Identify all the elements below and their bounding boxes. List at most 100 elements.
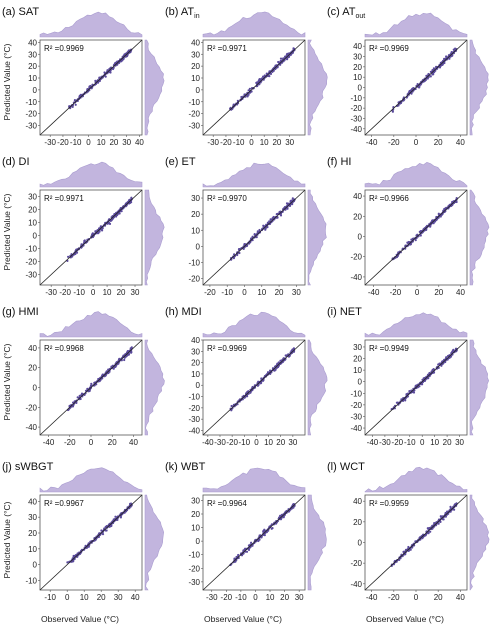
y-axis-title-row4: Predicted Value (°C) <box>2 501 12 578</box>
marginal-density-right <box>307 189 327 286</box>
marginal-density-right <box>144 39 165 136</box>
data-point <box>426 77 429 80</box>
y-tick-label: 40 <box>353 497 362 506</box>
y-tick-label: 20 <box>191 62 200 71</box>
y-tick-label: 30 <box>353 53 362 62</box>
data-point <box>291 203 294 206</box>
y-tick-label: 10 <box>353 366 362 375</box>
r-squared-label: R² =0.9970 <box>207 194 247 203</box>
x-tick-label: 20 <box>434 593 443 602</box>
data-point <box>97 535 100 539</box>
marginal-density-right <box>144 189 165 286</box>
x-tick-label: 20 <box>108 438 117 447</box>
data-point <box>240 95 243 99</box>
y-tick-label: 0 <box>33 561 38 570</box>
data-point <box>444 512 447 515</box>
data-point <box>292 347 295 350</box>
data-point <box>250 541 253 544</box>
data-point <box>104 75 107 78</box>
y-tick-label: 0 <box>33 232 38 241</box>
identity-line <box>364 494 468 591</box>
data-point <box>248 87 251 90</box>
x-tick-label: -20 <box>388 138 400 147</box>
x-tick-label: 20 <box>117 288 126 297</box>
data-point <box>291 197 294 200</box>
x-tick-label: 40 <box>456 593 465 602</box>
data-point <box>74 103 77 106</box>
x-tick-label: -10 <box>235 593 247 602</box>
x-tick-label: 30 <box>292 288 301 297</box>
y-tick-label: -20 <box>188 564 200 573</box>
panel-7: (g) HMI R² =0.9968 -40 -20 0 20 40 -40 -20 0 20 40 <box>2 306 165 447</box>
data-point <box>112 367 115 370</box>
y-tick-label: 30 <box>191 496 200 505</box>
data-point <box>122 354 125 357</box>
y-tick-label: -30 <box>25 122 37 131</box>
data-point <box>255 81 258 84</box>
x-tick-label: -40 <box>366 593 378 602</box>
data-point <box>450 54 453 58</box>
x-tick-label: -30 <box>44 138 56 147</box>
marginal-density-right <box>144 339 165 436</box>
x-tick-label: 10 <box>80 593 89 602</box>
data-point <box>432 368 435 371</box>
data-point <box>421 383 424 386</box>
x-tick-label: 0 <box>242 288 247 297</box>
x-tick-label: -10 <box>70 138 82 147</box>
y-tick-label: -40 <box>350 580 362 589</box>
x-tick-label: 30 <box>455 438 464 447</box>
x-tick-label: -40 <box>368 288 380 297</box>
y-axis-title-row2: Predicted Value (°C) <box>2 193 12 270</box>
y-tick-label: 20 <box>353 355 362 364</box>
marginal-density-top <box>39 11 143 38</box>
x-tick-label: 20 <box>280 593 289 602</box>
data-point <box>276 362 279 365</box>
x-tick-label: -10 <box>404 438 416 447</box>
x-tick-label: 20 <box>272 138 281 147</box>
y-axis-title-row1: Predicted Value (°C) <box>2 43 12 120</box>
panel-title: (e) ET <box>165 156 196 168</box>
y-tick-label: 20 <box>353 63 362 72</box>
y-tick-label: -10 <box>188 393 200 402</box>
data-point <box>266 226 269 229</box>
data-point <box>101 533 105 536</box>
data-point <box>233 253 236 256</box>
data-point <box>414 540 417 543</box>
data-point <box>288 204 292 207</box>
data-point <box>110 524 113 528</box>
r-squared-label: R² =0.9959 <box>369 499 409 508</box>
panel-title: (d) DI <box>2 156 30 168</box>
y-tick-label: 0 <box>358 378 363 387</box>
x-tick-label: 0 <box>86 138 91 147</box>
x-tick-label: -20 <box>59 288 71 297</box>
x-tick-label: 10 <box>430 438 439 447</box>
data-point <box>127 353 131 356</box>
data-point <box>66 561 69 564</box>
y-tick-label: 0 <box>33 384 38 393</box>
x-tick-label: 10 <box>264 438 273 447</box>
marginal-density-right <box>144 494 165 591</box>
y-tick-label: 30 <box>28 50 37 59</box>
x-tick-label: 20 <box>443 438 452 447</box>
y-tick-label: 0 <box>196 381 201 390</box>
r-squared-label: R² =0.9969 <box>44 44 84 53</box>
panel-title: (h) MDI <box>165 306 202 318</box>
x-tick-label: 30 <box>114 593 123 602</box>
data-point <box>105 529 108 532</box>
x-tick-label: 20 <box>97 593 106 602</box>
y-tick-label: -20 <box>188 404 200 413</box>
y-tick-label: 10 <box>28 219 37 228</box>
panel-10: (j) sWBGT R² =0.9967 -10 0 10 20 30 40 -10 0 10 20 3… <box>2 461 165 602</box>
y-tick-label: 20 <box>28 62 37 71</box>
data-point <box>443 207 446 211</box>
y-tick-label: 40 <box>191 38 200 47</box>
x-tick-label: -30 <box>207 138 219 147</box>
x-tick-label: 0 <box>254 438 259 447</box>
y-tick-label: -10 <box>350 389 362 398</box>
y-tick-label: -30 <box>25 271 37 280</box>
panel-title: (f) HI <box>327 156 351 168</box>
